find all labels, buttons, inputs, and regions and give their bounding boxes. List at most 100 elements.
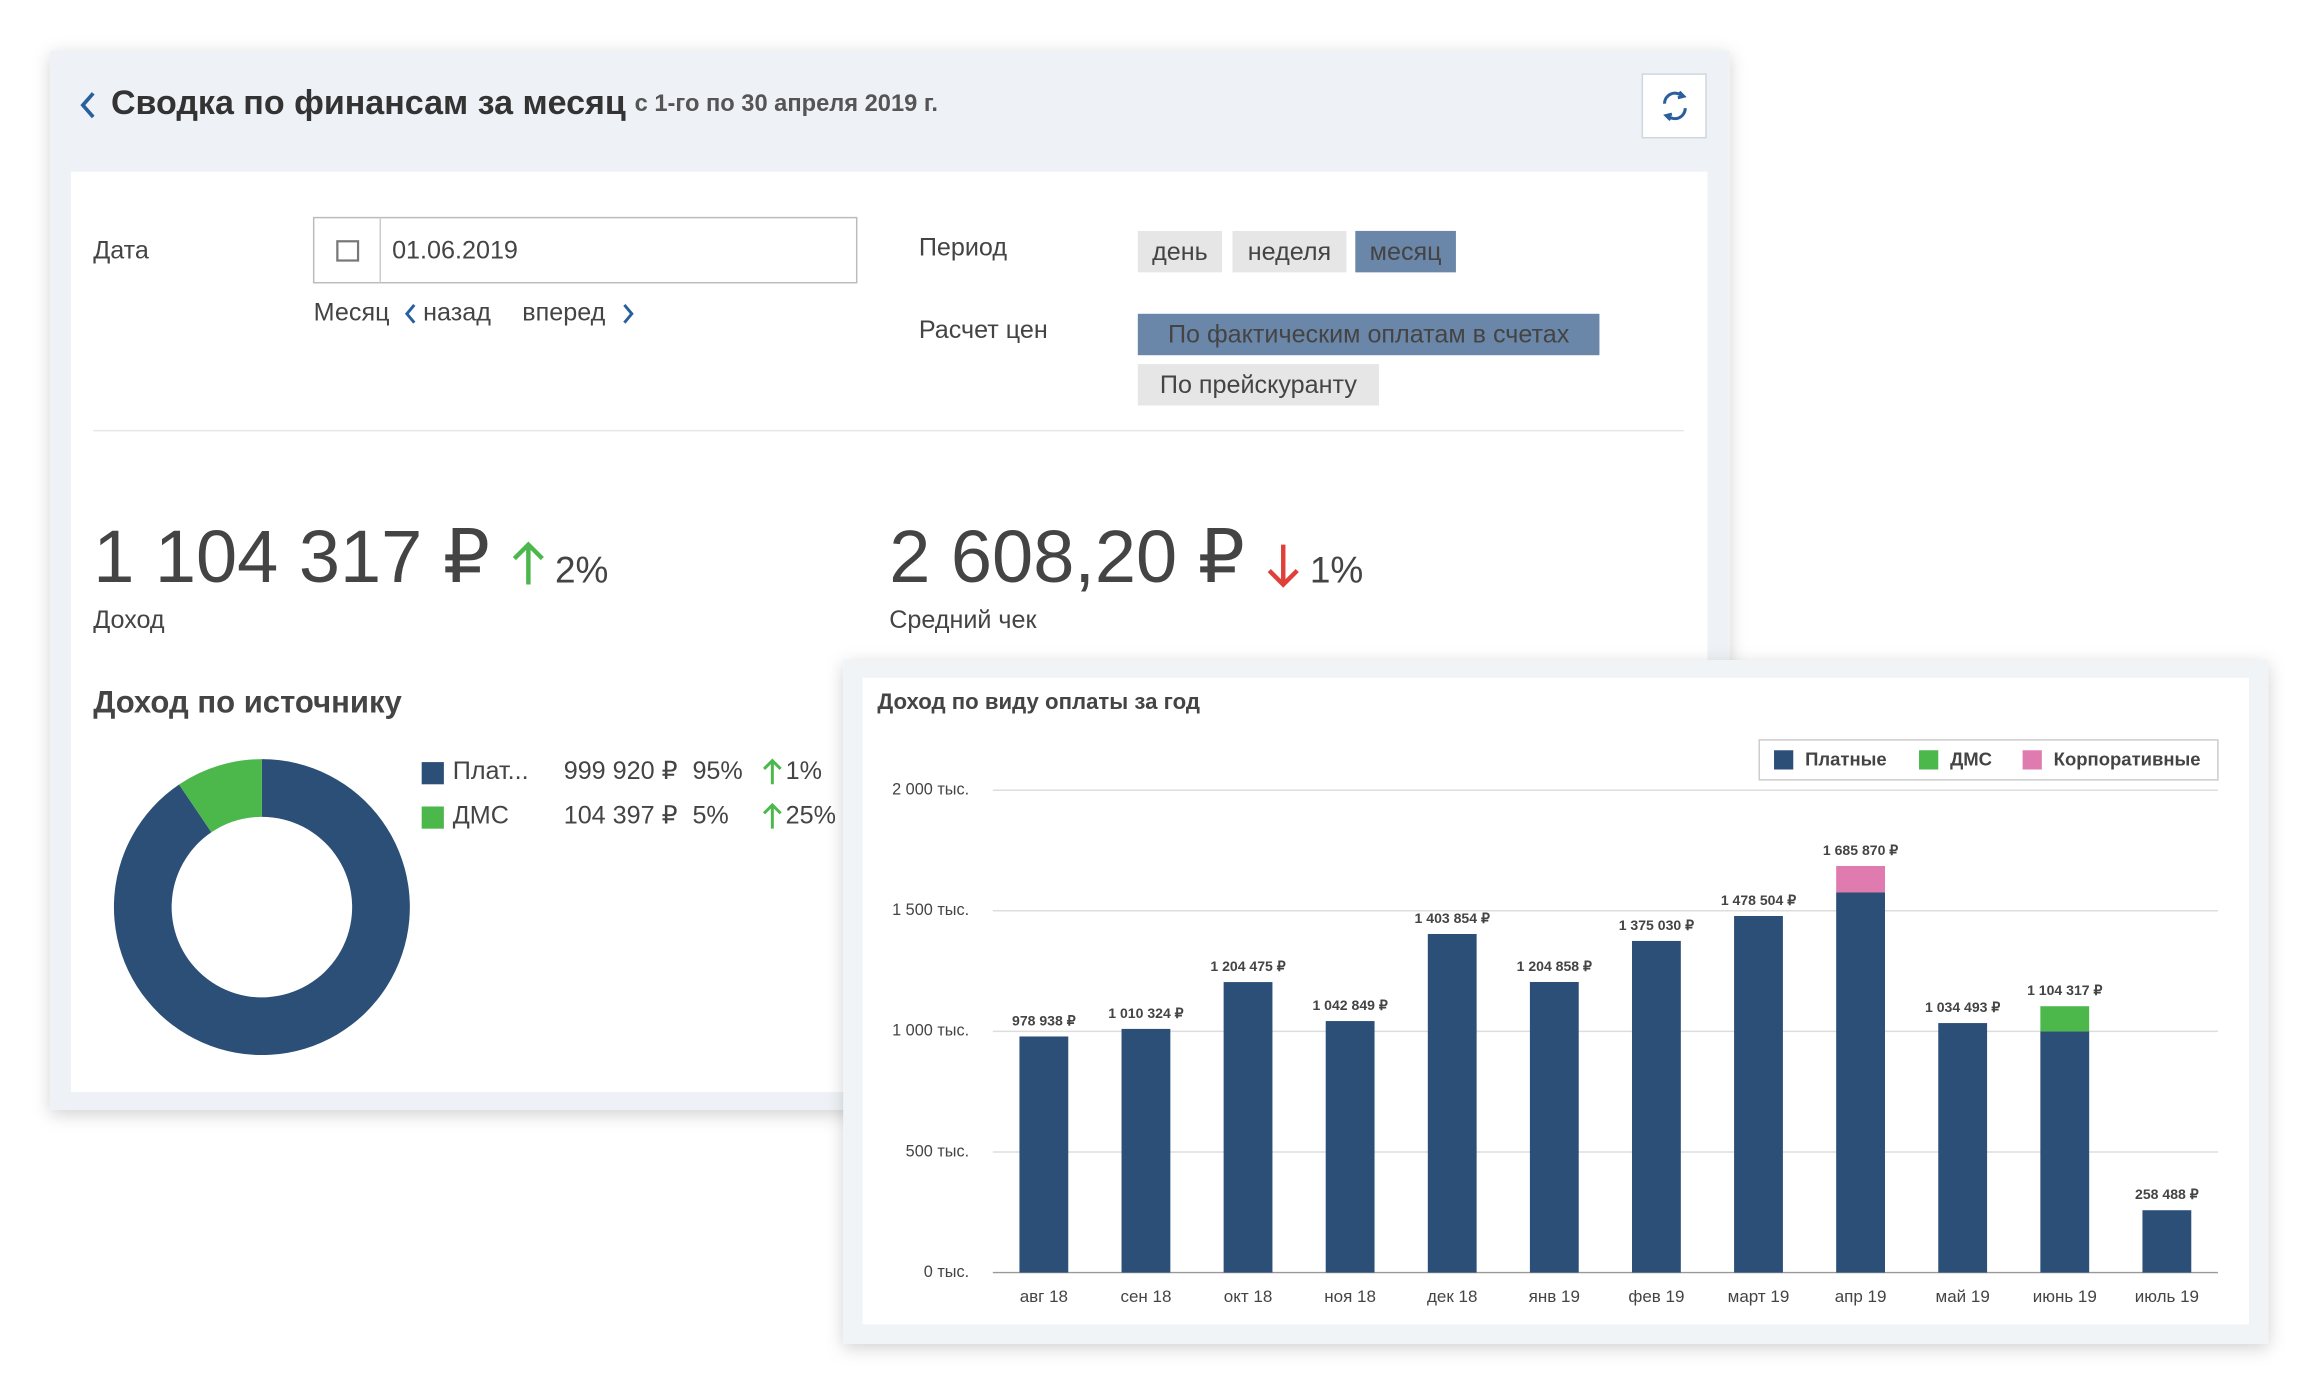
- title: Сводка по финансам за месяц: [111, 84, 626, 122]
- x-tick-label: авг 18: [1020, 1287, 1068, 1306]
- date-label: Дата: [93, 236, 149, 264]
- x-tick-label: июнь 19: [2033, 1287, 2097, 1306]
- total-label: 1 034 493 ₽: [1925, 999, 2000, 1015]
- bar-segment: [1836, 865, 1885, 893]
- y-tick-label: 1 000 тыс.: [892, 1022, 969, 1040]
- kpi-change: 2%: [555, 549, 608, 590]
- legend-name: Плат...: [453, 757, 529, 785]
- donut-segment: [179, 759, 262, 833]
- total-label: 1 375 030 ₽: [1619, 917, 1694, 933]
- chart-title: Доход по виду оплаты за год: [877, 689, 1200, 714]
- toggle-button[interactable]: [1232, 230, 1347, 273]
- month-label: Месяц: [314, 298, 390, 326]
- subtitle: с 1-го по 30 апреля 2019 г.: [635, 91, 938, 117]
- total-label: 1 204 858 ₽: [1517, 958, 1592, 974]
- y-tick-label: 2 000 тыс.: [892, 781, 969, 799]
- kpi-arrow: [512, 541, 544, 585]
- kpi-label: Средний чек: [889, 606, 1037, 634]
- refresh-button[interactable]: [1641, 73, 1707, 139]
- bar-segment: [1121, 1028, 1171, 1273]
- toggle-label: По прейскуранту: [1160, 371, 1357, 399]
- back-arrow: [404, 303, 416, 324]
- legend-name: ДМС: [453, 801, 509, 829]
- total-label: 978 938 ₽: [1012, 1012, 1076, 1028]
- pricing-label: Расчет цен: [919, 316, 1048, 344]
- x-tick-label: май 19: [1936, 1287, 1990, 1306]
- kpi-label: Доход: [93, 606, 165, 634]
- refresh-icon: [1663, 90, 1687, 122]
- toggle-label: неделя: [1248, 238, 1331, 266]
- bar-segment: [1223, 982, 1273, 1273]
- header: Сводка по финансам за месяц с 1-го по 30 …: [111, 84, 938, 122]
- total-label: 1 042 849 ₽: [1312, 997, 1387, 1013]
- total-label: 1 685 870 ₽: [1823, 842, 1898, 858]
- bar-segment: [2040, 1031, 2090, 1273]
- legend-label: ДМС: [1950, 749, 1992, 770]
- legend-swatch: [421, 806, 444, 829]
- date-input[interactable]: [312, 216, 858, 284]
- bar-segment: [1325, 1021, 1375, 1273]
- bar-segment: [1734, 915, 1783, 1273]
- legend-percent: 5%: [692, 801, 728, 829]
- x-tick-label: дек 18: [1427, 1287, 1477, 1306]
- donut-segment: [113, 759, 410, 1056]
- legend-percent: 95%: [692, 757, 742, 785]
- forward-arrow: [623, 303, 634, 324]
- y-tick-label: 0 тыс.: [924, 1263, 969, 1281]
- toggle-button[interactable]: [1137, 313, 1600, 356]
- legend-arrow: [763, 802, 782, 829]
- bar-segment: [1631, 940, 1681, 1273]
- legend-box: [1758, 739, 2219, 781]
- legend-amount: 999 920 ₽: [564, 757, 678, 785]
- bar-segment: [2142, 1210, 2192, 1273]
- legend-swatch: [2022, 750, 2042, 770]
- y-tick-label: 1 500 тыс.: [892, 901, 969, 919]
- toggle-button[interactable]: [1355, 230, 1456, 273]
- back-button[interactable]: [80, 92, 95, 119]
- x-tick-label: окт 18: [1224, 1287, 1273, 1306]
- legend-swatch: [1919, 750, 1939, 770]
- toggle-label: день: [1152, 238, 1208, 266]
- x-tick-label: апр 19: [1835, 1287, 1887, 1306]
- y-tick-label: 500 тыс.: [906, 1142, 969, 1160]
- back-link[interactable]: назад: [423, 298, 491, 326]
- toggle-button[interactable]: [1137, 230, 1223, 273]
- kpi-value: 2 608,20 ₽: [889, 515, 1245, 598]
- kpi-value: 1 104 317 ₽: [93, 515, 490, 598]
- toggle-button[interactable]: [1137, 364, 1379, 406]
- legend-amount: 104 397 ₽: [564, 801, 678, 829]
- x-tick-label: фев 19: [1628, 1287, 1684, 1306]
- total-label: 1 478 504 ₽: [1721, 892, 1796, 908]
- kpi-change: 1%: [1310, 549, 1363, 590]
- legend-arrow: [763, 758, 782, 785]
- date-value: 01.06.2019: [392, 236, 518, 264]
- legend-label: Корпоративные: [2054, 749, 2201, 770]
- x-tick-label: март 19: [1728, 1287, 1790, 1306]
- bar-segment: [1938, 1023, 1988, 1273]
- total-label: 1 104 317 ₽: [2027, 982, 2102, 998]
- bar-segment: [1836, 892, 1885, 1273]
- total-label: 1 010 324 ₽: [1108, 1005, 1183, 1021]
- bar-segment: [1019, 1036, 1069, 1273]
- donut-title: Доход по источнику: [93, 685, 402, 720]
- x-tick-label: янв 19: [1529, 1287, 1580, 1306]
- total-label: 1 403 854 ₽: [1415, 910, 1490, 926]
- bar-segment: [1427, 933, 1477, 1273]
- forward-link[interactable]: вперед: [522, 298, 605, 326]
- bar-segment: [1529, 981, 1579, 1273]
- legend-swatch: [421, 762, 444, 785]
- legend-change: 25%: [786, 801, 836, 829]
- bar-segment: [2040, 1006, 2090, 1032]
- toggle-label: По фактическим оплатам в счетах: [1168, 321, 1570, 349]
- total-label: 258 488 ₽: [2135, 1186, 2199, 1202]
- toggle-label: месяц: [1370, 238, 1442, 266]
- kpi-arrow: [1267, 544, 1299, 588]
- period-label: Период: [919, 233, 1008, 261]
- total-label: 1 204 475 ₽: [1210, 958, 1285, 974]
- x-tick-label: ноя 18: [1324, 1287, 1376, 1306]
- calendar-icon: [336, 240, 360, 262]
- legend-swatch: [1774, 750, 1794, 770]
- x-tick-label: сен 18: [1120, 1287, 1171, 1306]
- legend-label: Платные: [1805, 749, 1887, 770]
